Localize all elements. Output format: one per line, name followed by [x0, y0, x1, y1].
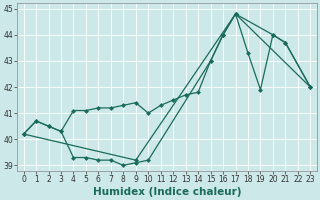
X-axis label: Humidex (Indice chaleur): Humidex (Indice chaleur) — [93, 187, 241, 197]
